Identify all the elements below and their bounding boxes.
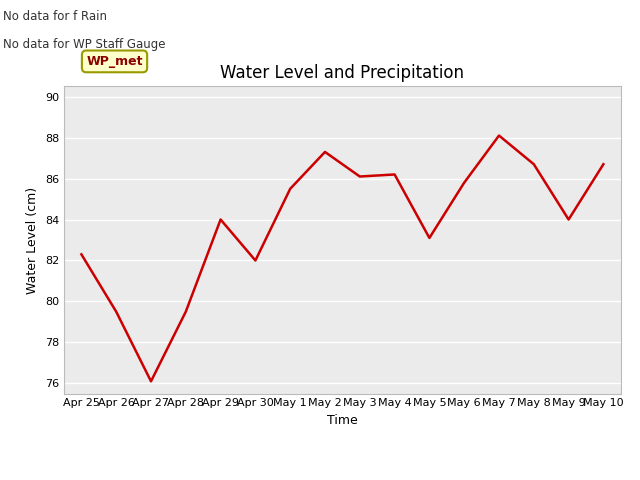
Text: WP_met: WP_met <box>86 55 143 68</box>
Y-axis label: Water Level (cm): Water Level (cm) <box>26 186 39 294</box>
Title: Water Level and Precipitation: Water Level and Precipitation <box>220 64 465 82</box>
Text: No data for WP Staff Gauge: No data for WP Staff Gauge <box>3 38 166 51</box>
X-axis label: Time: Time <box>327 414 358 427</box>
Text: No data for f Rain: No data for f Rain <box>3 10 108 23</box>
